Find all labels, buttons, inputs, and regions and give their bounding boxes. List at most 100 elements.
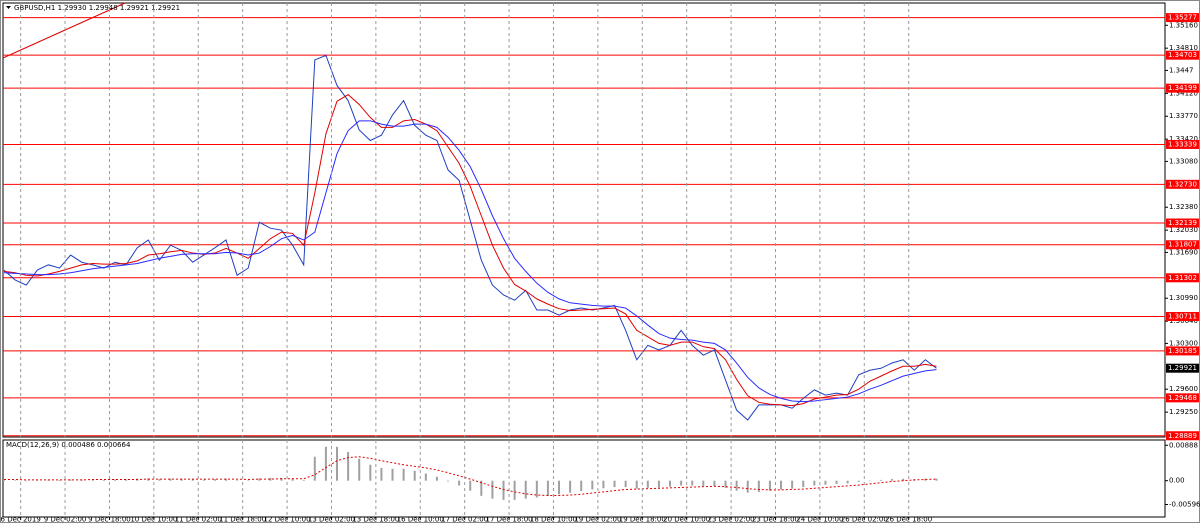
- macd-bar: [291, 478, 294, 481]
- macd-bar: [480, 480, 483, 496]
- signal-line: [4, 456, 937, 496]
- level-label-box: [1166, 346, 1199, 356]
- macd-bar: [669, 480, 672, 487]
- macd-bar: [191, 479, 194, 481]
- macd-bar: [369, 464, 372, 481]
- x-tick-label: 26 Dec 02:00: [841, 516, 888, 523]
- level-label: 1.34703: [1168, 51, 1197, 59]
- macd-bar: [180, 478, 183, 481]
- macd-bar: [891, 479, 894, 481]
- level-label: 1.35277: [1168, 14, 1197, 22]
- macd-bar: [835, 480, 838, 484]
- macd-bar: [635, 480, 638, 489]
- macd-bar: [868, 480, 871, 482]
- macd-bar: [202, 479, 205, 481]
- trend-line: [2, 2, 126, 59]
- level-label: 1.33339: [1168, 140, 1197, 148]
- y-tick-label: 1.34810: [1169, 44, 1198, 52]
- macd-bar: [857, 480, 860, 482]
- macd-bar: [413, 470, 416, 481]
- current-price-box: [1166, 363, 1199, 373]
- macd-bar: [313, 456, 316, 481]
- level-label-box: [1166, 13, 1199, 23]
- macd-bar: [58, 479, 61, 481]
- level-label-box: [1166, 218, 1199, 228]
- x-tick-label: 19 Dec 02:00: [574, 516, 621, 523]
- y-tick-label: 1.29250: [1169, 408, 1198, 416]
- level-label-box: [1166, 139, 1199, 149]
- moving-average: [3, 94, 937, 407]
- macd-bar: [469, 480, 472, 491]
- level-label-box: [1166, 431, 1199, 441]
- macd-bar: [102, 479, 105, 481]
- macd-bar: [247, 480, 250, 481]
- level-label: 1.34199: [1168, 84, 1197, 92]
- y-tick-label: 1.33770: [1169, 112, 1198, 120]
- macd-bar: [724, 480, 727, 488]
- macd-bar: [435, 476, 438, 481]
- macd-bar: [802, 480, 805, 488]
- macd-bar: [69, 479, 72, 481]
- level-label-box: [1166, 393, 1199, 403]
- macd-bar: [569, 480, 572, 493]
- macd-panel: [2, 439, 1166, 518]
- y-tick-label: -0.005969: [1169, 501, 1200, 509]
- macd-bar: [114, 479, 117, 481]
- level-label: 1.28889: [1168, 432, 1197, 440]
- macd-title: MACD(12,26,9) 0.000486 0.000664: [6, 441, 131, 449]
- macd-bar: [458, 480, 461, 486]
- macd-bar: [258, 478, 261, 481]
- level-label-box: [1166, 273, 1199, 283]
- macd-bar: [624, 480, 627, 488]
- x-tick-label: 13 Dec 18:00: [352, 516, 399, 523]
- x-tick-label: 10 Dec 10:00: [130, 516, 177, 523]
- macd-bar: [336, 446, 339, 481]
- macd-bar: [680, 480, 683, 486]
- macd-bar: [3, 479, 5, 481]
- macd-bar: [924, 478, 927, 481]
- x-tick-label: 9 Dec 18:00: [88, 516, 131, 523]
- x-tick-label: 23 Dec 18:00: [752, 516, 799, 523]
- x-tick-label: 18 Dec 10:00: [530, 516, 577, 523]
- macd-bar: [36, 480, 39, 481]
- macd-bar: [591, 480, 594, 490]
- macd-bar: [657, 480, 660, 488]
- macd-bar: [535, 480, 538, 498]
- macd-bar: [935, 478, 938, 481]
- macd-bar: [513, 480, 516, 500]
- y-tick-label: 0.00: [1169, 477, 1185, 485]
- macd-bar: [691, 480, 694, 486]
- macd-bar: [225, 478, 228, 481]
- macd-bar: [757, 480, 760, 492]
- y-tick-label: 1.33080: [1169, 157, 1198, 165]
- macd-bar: [524, 480, 527, 499]
- y-tick-label: 1.30990: [1169, 294, 1198, 302]
- x-tick-label: 16 Dec 10:00: [397, 516, 444, 523]
- level-label: 1.31807: [1168, 241, 1197, 249]
- y-tick-label: 1.32030: [1169, 226, 1198, 234]
- macd-bar: [713, 480, 716, 486]
- y-tick-label: 1.3447: [1169, 66, 1194, 74]
- x-tick-label: 11 Dec 18:00: [219, 516, 266, 523]
- macd-bar: [502, 480, 505, 500]
- macd-bar: [380, 467, 383, 481]
- x-tick-label: 17 Dec 18:00: [486, 516, 533, 523]
- macd-bar: [546, 480, 549, 496]
- macd-bar: [269, 477, 272, 481]
- macd-bar: [280, 477, 283, 481]
- macd-bar: [613, 480, 616, 488]
- macd-bar: [25, 480, 28, 482]
- level-label-box: [1166, 83, 1199, 93]
- y-tick-label: 0.00888: [1169, 441, 1198, 449]
- macd-bar: [558, 480, 561, 495]
- macd-bar: [158, 479, 161, 481]
- macd-bar: [302, 479, 305, 481]
- level-label-box: [1166, 240, 1199, 250]
- x-tick-label: 20 Dec 10:00: [663, 516, 710, 523]
- macd-bar: [391, 468, 394, 481]
- macd-bar: [236, 480, 239, 481]
- moving-average: [3, 120, 937, 403]
- macd-bar: [791, 480, 794, 489]
- menu-arrow[interactable]: [6, 6, 11, 9]
